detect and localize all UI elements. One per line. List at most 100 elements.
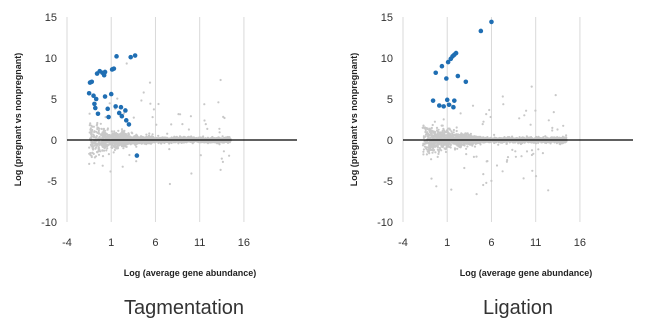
background-point xyxy=(106,147,109,150)
background-point xyxy=(450,188,453,191)
background-point xyxy=(425,153,428,156)
background-point xyxy=(434,144,437,147)
background-point xyxy=(114,146,117,149)
background-point xyxy=(125,140,128,143)
background-point xyxy=(422,150,425,153)
background-point xyxy=(89,152,92,155)
highlighted-point xyxy=(134,153,140,158)
background-point xyxy=(93,130,96,134)
background-point xyxy=(425,127,428,130)
background-point xyxy=(186,137,189,140)
highlighted-point xyxy=(86,90,92,96)
background-point xyxy=(100,143,103,146)
background-point xyxy=(117,129,120,132)
background-point xyxy=(104,145,107,148)
background-point xyxy=(431,151,434,154)
background-point xyxy=(212,137,215,140)
background-point xyxy=(424,140,427,143)
background-point xyxy=(88,162,91,165)
background-point xyxy=(140,99,143,102)
background-point xyxy=(206,127,209,130)
background-point xyxy=(110,130,113,133)
background-point xyxy=(437,152,440,155)
background-point xyxy=(522,177,525,180)
background-point xyxy=(221,160,224,163)
background-point xyxy=(149,135,152,139)
x-tick-label: 6 xyxy=(152,237,158,249)
background-point xyxy=(428,147,431,150)
background-point xyxy=(430,126,433,130)
background-point xyxy=(115,143,118,146)
background-point xyxy=(217,101,220,104)
background-point xyxy=(421,144,425,147)
background-point xyxy=(125,62,128,65)
background-point xyxy=(136,134,139,137)
background-point xyxy=(530,149,534,152)
background-point xyxy=(102,142,105,145)
background-point xyxy=(435,126,439,129)
background-point xyxy=(170,123,173,126)
background-point xyxy=(204,123,207,126)
background-point xyxy=(97,149,100,152)
background-point xyxy=(427,135,430,138)
highlighted-point xyxy=(123,118,129,123)
background-point xyxy=(90,131,93,134)
background-point xyxy=(192,136,195,139)
highlighted-point xyxy=(114,54,119,59)
background-point xyxy=(457,133,460,136)
background-point xyxy=(98,135,101,138)
background-point xyxy=(130,131,133,134)
background-point xyxy=(183,141,186,144)
background-points xyxy=(88,62,232,186)
background-point xyxy=(90,124,93,127)
background-point xyxy=(480,137,483,140)
background-point xyxy=(93,162,96,165)
background-point xyxy=(529,123,532,126)
background-point xyxy=(475,155,478,158)
background-point xyxy=(91,147,94,150)
background-point xyxy=(506,156,510,159)
background-point xyxy=(116,97,119,100)
background-point xyxy=(122,141,125,144)
background-point xyxy=(104,141,108,144)
background-point xyxy=(434,151,437,154)
background-point xyxy=(91,151,94,154)
background-point xyxy=(113,130,116,133)
background-point xyxy=(482,173,485,176)
background-point xyxy=(431,142,434,145)
background-point xyxy=(541,152,545,155)
background-point xyxy=(212,140,215,144)
background-point xyxy=(432,141,435,144)
background-point xyxy=(108,102,111,105)
background-point xyxy=(168,137,171,140)
background-point xyxy=(106,127,109,130)
highlighted-point xyxy=(111,66,117,71)
x-axis-label: Log (average gene abundance) xyxy=(124,268,257,278)
background-point xyxy=(120,142,123,145)
highlighted-point xyxy=(93,105,98,111)
background-point xyxy=(439,136,442,139)
background-point xyxy=(422,153,425,156)
background-point xyxy=(141,136,144,139)
background-point xyxy=(135,145,138,148)
background-point xyxy=(452,128,455,132)
background-point xyxy=(562,124,565,127)
background-point xyxy=(473,145,477,148)
background-point xyxy=(520,155,523,158)
background-point xyxy=(226,137,229,140)
highlighted-point xyxy=(89,79,95,85)
background-point xyxy=(429,136,432,140)
background-point xyxy=(91,128,94,132)
highlighted-point xyxy=(91,93,96,99)
x-tick-label: -4 xyxy=(62,237,72,249)
background-point xyxy=(96,123,99,126)
background-point xyxy=(133,142,136,145)
background-point xyxy=(495,164,499,167)
background-point xyxy=(203,119,206,122)
background-point xyxy=(485,181,488,184)
background-point xyxy=(109,141,112,144)
background-point xyxy=(99,150,102,153)
background-point xyxy=(118,135,121,138)
